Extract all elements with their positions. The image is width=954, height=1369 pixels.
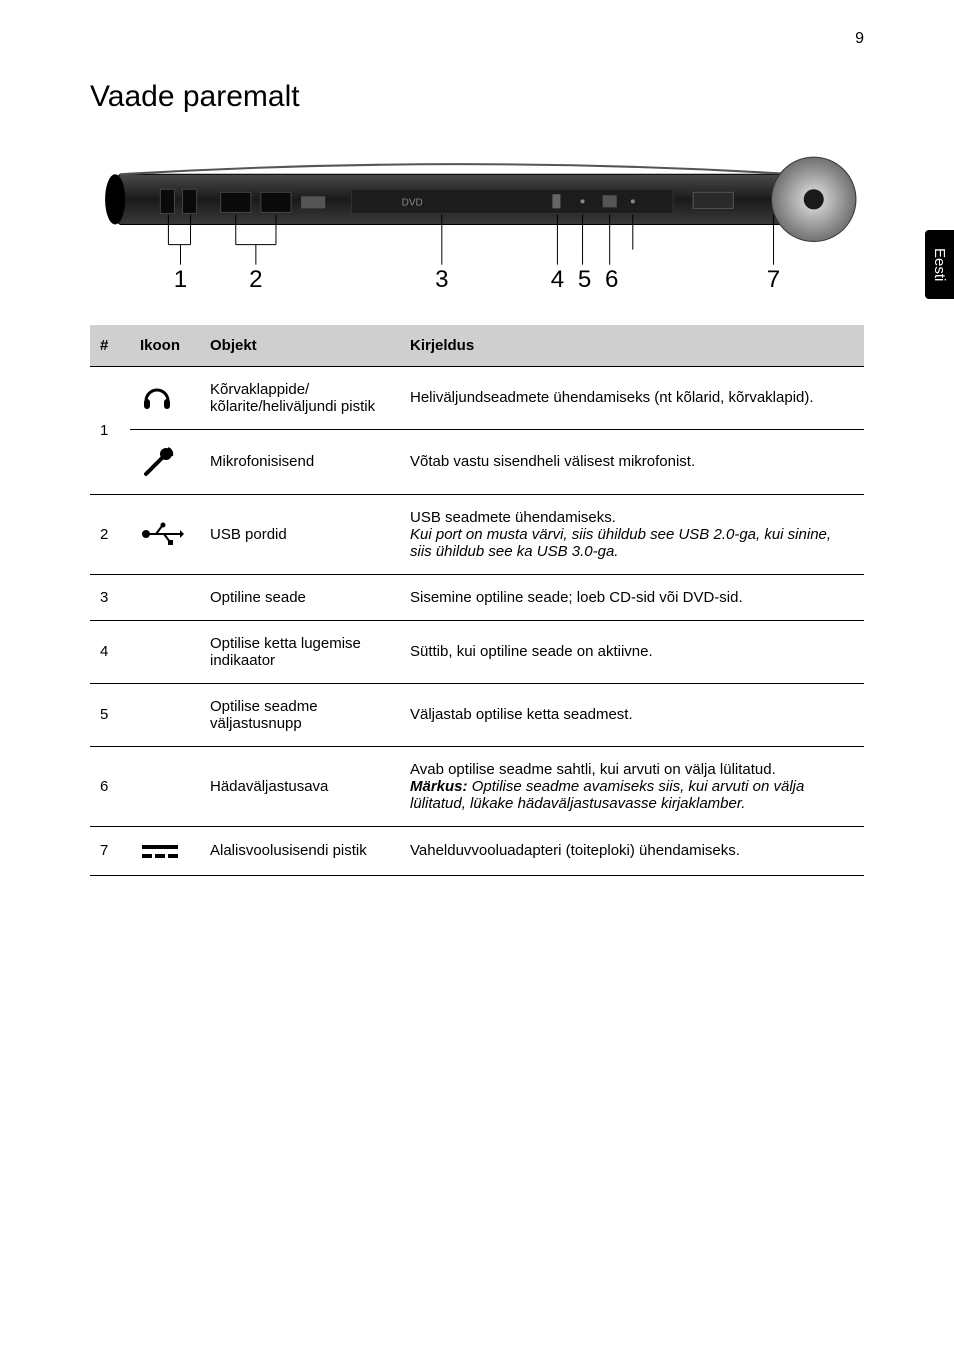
cell-num: 2 [90,494,130,574]
figure-label-2: 2 [249,266,262,293]
desc-bold-italic: Märkus: [410,778,468,795]
figure-label-1: 1 [174,266,187,293]
cell-desc: Vahelduvvooluadapteri (toiteploki) ühend… [400,826,864,875]
figure-label-6: 6 [605,266,618,293]
cell-icon [130,683,200,746]
th-obj: Objekt [200,325,400,367]
cell-icon [130,429,200,494]
th-desc: Kirjeldus [400,325,864,367]
cell-desc: Võtab vastu sisendheli välisest mikrofon… [400,429,864,494]
table-row: Mikrofonisisend Võtab vastu sisendheli v… [90,429,864,494]
cell-icon [130,620,200,683]
cell-obj: Hädaväljastusava [200,746,400,826]
table-row: 4 Optilise ketta lugemise indikaator Süt… [90,620,864,683]
cell-icon [130,746,200,826]
cell-obj: Alalisvoolusisendi pistik [200,826,400,875]
cell-num: 4 [90,620,130,683]
laptop-side-figure: DVD [90,134,864,295]
usb-icon [140,522,184,546]
th-icon: Ikoon [130,325,200,367]
desc-plain: USB seadmete ühendamiseks. [410,509,616,526]
cell-obj: USB pordid [200,494,400,574]
cell-num: 5 [90,683,130,746]
cell-desc: Väljastab optilise ketta seadmest. [400,683,864,746]
cell-obj: Optilise ketta lugemise indikaator [200,620,400,683]
desc-plain: Avab optilise seadme sahtli, kui arvuti … [410,761,776,778]
side-tab-language: Eesti [925,230,954,299]
cell-obj: Optilise seadme väljastusnupp [200,683,400,746]
table-row: 1 Kõrvaklappide/ kõlarite/heliväljundi p… [90,366,864,429]
cell-desc: Heliväljundseadmete ühendamiseks (nt kõl… [400,366,864,429]
figure-label-7: 7 [767,266,780,293]
table-row: 5 Optilise seadme väljastusnupp Väljasta… [90,683,864,746]
cell-desc: Sisemine optiline seade; loeb CD-sid või… [400,574,864,620]
figure-label-4: 4 [551,266,564,293]
cell-obj: Optiline seade [200,574,400,620]
cell-num: 3 [90,574,130,620]
cell-icon [130,826,200,875]
cell-icon [130,366,200,429]
cell-num: 7 [90,826,130,875]
th-num: # [90,325,130,367]
cell-desc: Süttib, kui optiline seade on aktiivne. [400,620,864,683]
cell-obj: Kõrvaklappide/ kõlarite/heliväljundi pis… [200,366,400,429]
desc-italic: Optilise seadme avamiseks siis, kui arvu… [410,778,804,812]
cell-num: 6 [90,746,130,826]
cell-num: 1 [90,366,130,494]
desc-italic: Kui port on musta värvi, siis ühildub se… [410,526,831,560]
figure-label-3: 3 [435,266,448,293]
page-number: 9 [855,30,864,48]
cell-desc: Avab optilise seadme sahtli, kui arvuti … [400,746,864,826]
cell-icon [130,494,200,574]
table-row: 3 Optiline seade Sisemine optiline seade… [90,574,864,620]
table-row: 7 Alalisvoolusisendi pistik Vahelduvvool… [90,826,864,875]
mic-icon [140,444,176,480]
headphones-icon [140,381,174,415]
svg-text:DVD: DVD [402,197,423,208]
cell-icon [130,574,200,620]
table-row: 2 USB pordid USB seadmete ühendamiseks. [90,494,864,574]
dc-power-icon [140,841,180,861]
cell-obj: Mikrofonisisend [200,429,400,494]
cell-desc: USB seadmete ühendamiseks. Kui port on m… [400,494,864,574]
figure-label-5: 5 [578,266,591,293]
table-row: 6 Hädaväljastusava Avab optilise seadme … [90,746,864,826]
page-title: Vaade paremalt [90,80,864,114]
table-header-row: # Ikoon Objekt Kirjeldus [90,325,864,367]
spec-table: # Ikoon Objekt Kirjeldus 1 Kõrvaklappide… [90,325,864,876]
